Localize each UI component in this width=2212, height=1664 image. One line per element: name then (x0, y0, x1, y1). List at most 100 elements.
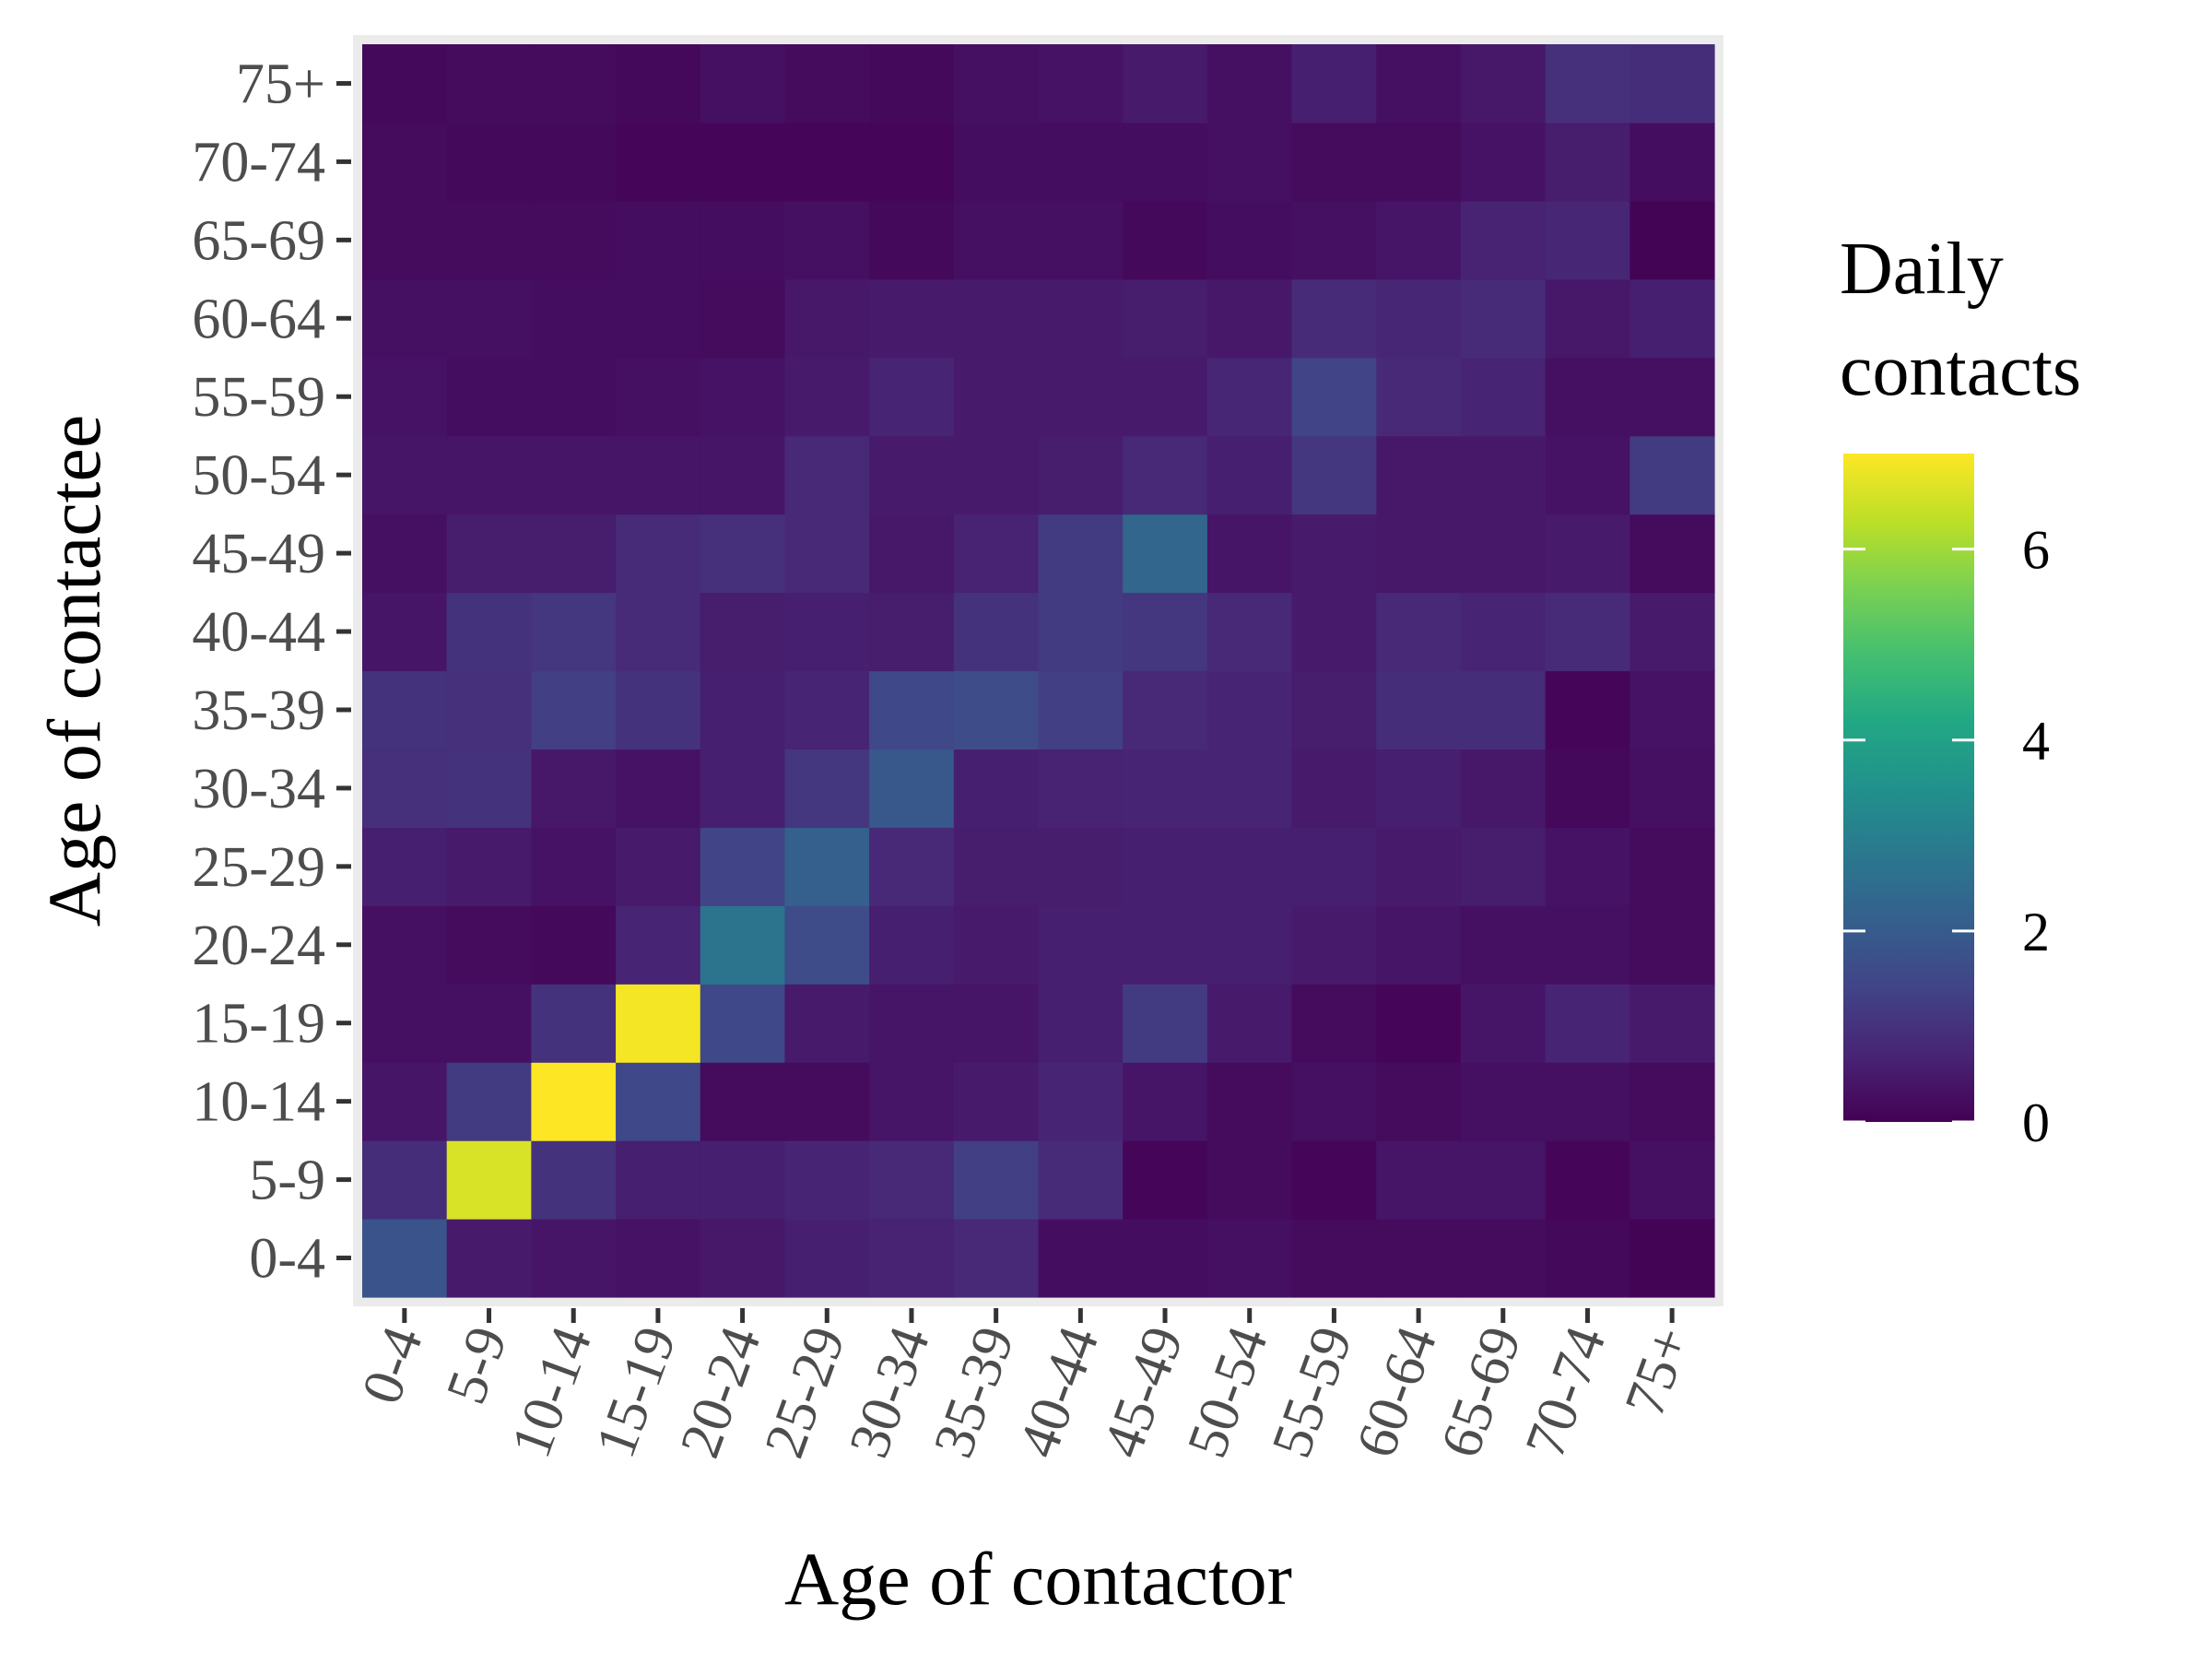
heatmap-cell-15-19-35-39 (616, 670, 701, 750)
heatmap-cell-30-34-70-74 (869, 122, 955, 202)
heatmap-cell-30-34-5-9 (869, 1140, 955, 1220)
heatmap-cell-65-69-45-49 (1460, 513, 1547, 594)
heatmap-cell-60-64-50-54 (1376, 435, 1462, 515)
heatmap-cell-5-9-0-4 (446, 1219, 532, 1298)
heatmap-cell-40-44-55-59 (1038, 357, 1124, 437)
heatmap-cell-30-34-20-24 (869, 905, 955, 985)
heatmap-cell-50-54-70-74 (1206, 122, 1293, 202)
heatmap-cell-40-44-50-54 (1038, 435, 1124, 515)
heatmap-cell-60-64-40-44 (1376, 592, 1462, 672)
heatmap-cell-75+-20-24 (1630, 905, 1715, 985)
heatmap-cell-15-19-20-24 (616, 905, 701, 985)
heatmap-cell-20-24-70-74 (700, 122, 786, 202)
heatmap-cell-55-59-30-34 (1291, 749, 1377, 828)
axes: 0-45-910-1415-1920-2425-2930-3435-3940-4… (192, 53, 1702, 1465)
heatmap-cell-50-54-60-64 (1206, 278, 1293, 359)
y-axis-title: Age of contactee (32, 415, 116, 926)
heatmap-cell-10-14-0-4 (531, 1219, 617, 1298)
heatmap-cell-60-64-20-24 (1376, 905, 1462, 985)
x-tick-label: 0-4 (350, 1319, 435, 1412)
heatmap-cell-70-74-55-59 (1545, 357, 1630, 437)
heatmap-cell-15-19-10-14 (616, 1062, 701, 1141)
heatmap-cell-15-19-60-64 (616, 278, 701, 359)
heatmap-cell-70-74-75+ (1545, 44, 1630, 124)
heatmap-cell-20-24-50-54 (700, 435, 786, 515)
heatmap-cell-70-74-25-29 (1545, 827, 1630, 906)
heatmap-cell-35-39-30-34 (953, 749, 1040, 828)
legend-tick-label: 6 (2022, 520, 2050, 581)
heatmap-cell-45-49-65-69 (1123, 200, 1208, 280)
heatmap-cell-25-29-35-39 (784, 670, 870, 750)
heatmap-cell-15-19-30-34 (616, 749, 701, 828)
heatmap-cell-35-39-75+ (953, 44, 1040, 124)
heatmap-cell-35-39-10-14 (953, 1062, 1040, 1141)
legend-tick-label: 0 (2022, 1092, 2050, 1153)
heatmap-cell-65-69-5-9 (1460, 1140, 1547, 1220)
heatmap-cell-5-9-75+ (446, 44, 532, 124)
heatmap-cell-10-14-45-49 (531, 513, 617, 594)
heatmap-cell-10-14-75+ (531, 44, 617, 124)
heatmap-cell-25-29-20-24 (784, 905, 870, 985)
heatmap-cell-70-74-60-64 (1545, 278, 1630, 359)
heatmap-cell-55-59-60-64 (1291, 278, 1377, 359)
heatmap-cell-55-59-15-19 (1291, 984, 1377, 1063)
heatmap-cell-5-9-10-14 (446, 1062, 532, 1141)
heatmap-cell-15-19-75+ (616, 44, 701, 124)
heatmap-cell-60-64-55-59 (1376, 357, 1462, 437)
heatmap-cell-40-44-10-14 (1038, 1062, 1124, 1141)
heatmap-cell-65-69-0-4 (1460, 1219, 1547, 1298)
heatmap-cell-40-44-0-4 (1038, 1219, 1124, 1298)
heatmap-cell-45-49-60-64 (1123, 278, 1208, 359)
heatmap-cell-35-39-70-74 (953, 122, 1040, 202)
heatmap-cell-15-19-0-4 (616, 1219, 701, 1298)
heatmap-cell-10-14-70-74 (531, 122, 617, 202)
heatmap-cell-5-9-65-69 (446, 200, 532, 280)
heatmap-cell-35-39-50-54 (953, 435, 1040, 515)
heatmap-cell-70-74-40-44 (1545, 592, 1630, 672)
heatmap-cell-45-49-55-59 (1123, 357, 1208, 437)
heatmap-cell-30-34-60-64 (869, 278, 955, 359)
heatmap-cell-30-34-15-19 (869, 984, 955, 1063)
heatmap-cell-40-44-70-74 (1038, 122, 1124, 202)
y-tick-label: 40-44 (192, 601, 325, 664)
heatmap-cell-35-39-35-39 (953, 670, 1040, 750)
heatmap-cell-25-29-10-14 (784, 1062, 870, 1141)
heatmap-cell-60-64-5-9 (1376, 1140, 1462, 1220)
heatmap-cell-25-29-55-59 (784, 357, 870, 437)
heatmap-cell-0-4-75+ (362, 44, 448, 124)
heatmap-cell-75+-5-9 (1630, 1140, 1715, 1220)
heatmap-cell-75+-30-34 (1630, 749, 1715, 828)
heatmap-cell-50-54-0-4 (1206, 1219, 1293, 1298)
heatmap-cell-45-49-45-49 (1123, 513, 1208, 594)
heatmap-cell-25-29-60-64 (784, 278, 870, 359)
heatmap-cell-35-39-5-9 (953, 1140, 1040, 1220)
heatmap-cell-45-49-35-39 (1123, 670, 1208, 750)
heatmap-cell-35-39-15-19 (953, 984, 1040, 1063)
heatmap-cell-25-29-45-49 (784, 513, 870, 594)
heatmap-cell-70-74-30-34 (1545, 749, 1630, 828)
heatmap-cell-0-4-40-44 (362, 592, 448, 672)
heatmap-cell-50-54-55-59 (1206, 357, 1293, 437)
heatmap-cell-0-4-70-74 (362, 122, 448, 202)
heatmap-cell-60-64-65-69 (1376, 200, 1462, 280)
heatmap-cell-45-49-20-24 (1123, 905, 1208, 985)
heatmap-cell-10-14-65-69 (531, 200, 617, 280)
heatmap-cell-20-24-65-69 (700, 200, 786, 280)
heatmap-cell-35-39-45-49 (953, 513, 1040, 594)
heatmap-cell-0-4-50-54 (362, 435, 448, 515)
y-tick-label: 0-4 (249, 1228, 325, 1291)
heatmap-cell-20-24-60-64 (700, 278, 786, 359)
heatmap-cell-75+-60-64 (1630, 278, 1715, 359)
heatmap-cell-0-4-35-39 (362, 670, 448, 750)
heatmap-cell-15-19-50-54 (616, 435, 701, 515)
heatmap-cell-60-64-60-64 (1376, 278, 1462, 359)
heatmap-cell-15-19-45-49 (616, 513, 701, 594)
heatmap-cell-65-69-10-14 (1460, 1062, 1547, 1141)
heatmap-cell-75+-45-49 (1630, 513, 1715, 594)
heatmap-cell-65-69-15-19 (1460, 984, 1547, 1063)
heatmap-cell-70-74-50-54 (1545, 435, 1630, 515)
heatmap-cell-55-59-70-74 (1291, 122, 1377, 202)
heatmap-cell-40-44-15-19 (1038, 984, 1124, 1063)
heatmap-cells (362, 44, 1715, 1298)
